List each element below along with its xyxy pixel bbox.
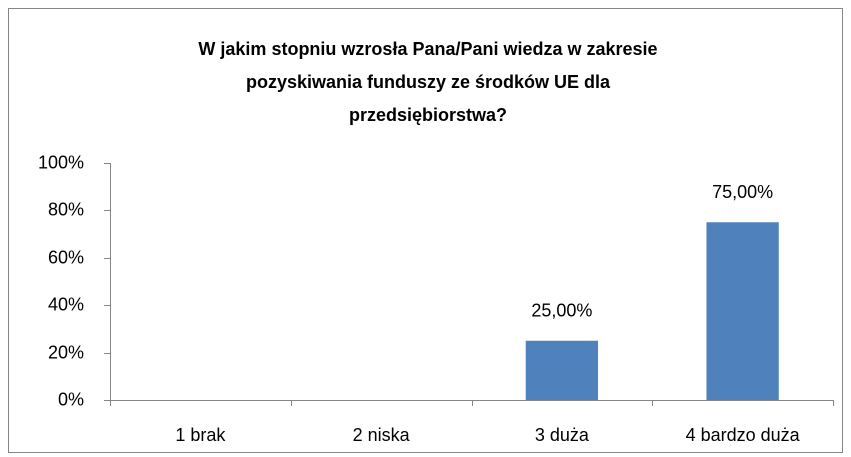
x-tick-label: 4 bardzo duża — [686, 425, 801, 445]
bar — [525, 340, 599, 400]
chart-border — [8, 8, 843, 453]
chart-title: przedsiębiorstwa? — [349, 105, 507, 125]
chart-title: pozyskiwania funduszy ze środków UE dla — [246, 72, 611, 92]
value-label: 75,00% — [712, 182, 773, 202]
y-tick-label: 60% — [48, 247, 84, 267]
y-tick-label: 100% — [38, 152, 84, 172]
bar — [706, 222, 779, 400]
x-tick-label: 2 niska — [353, 425, 411, 445]
y-tick-label: 0% — [58, 389, 84, 409]
y-tick-label: 40% — [48, 294, 84, 314]
x-tick-label: 3 duża — [535, 425, 590, 445]
value-label: 25,00% — [531, 301, 592, 321]
chart-title: W jakim stopniu wzrosła Pana/Pani wiedza… — [198, 39, 657, 59]
x-tick-label: 1 brak — [175, 425, 226, 445]
y-tick-label: 20% — [48, 342, 84, 362]
y-tick-label: 80% — [48, 199, 84, 219]
